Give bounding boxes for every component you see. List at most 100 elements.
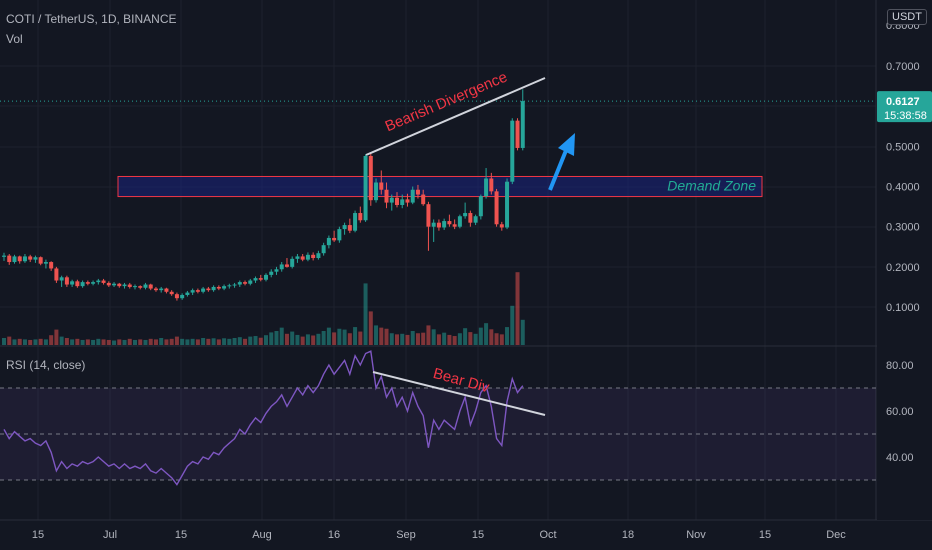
rsi-title[interactable]: RSI (14, close) bbox=[6, 358, 86, 372]
volume-bar bbox=[447, 334, 452, 345]
volume-bar bbox=[269, 332, 274, 345]
candle-body bbox=[43, 262, 48, 264]
candle-body bbox=[264, 274, 268, 280]
candle-body bbox=[421, 194, 426, 205]
volume-bar bbox=[505, 327, 510, 345]
price-scale[interactable]: 0.10000.20000.30000.40000.50000.70000.80… bbox=[877, 0, 932, 520]
price-candles[interactable] bbox=[2, 89, 525, 301]
candle-body bbox=[122, 284, 127, 287]
price-tick-label: 0.1000 bbox=[886, 302, 920, 314]
volume-bar bbox=[174, 336, 179, 345]
volume-bar bbox=[499, 334, 504, 345]
volume-bar bbox=[510, 305, 515, 345]
volume-bar bbox=[489, 329, 494, 345]
volume-bars bbox=[2, 272, 525, 345]
candle-body bbox=[478, 196, 483, 217]
rsi-scale[interactable]: 40.00 60.00 80.00 bbox=[886, 360, 914, 464]
volume-bar bbox=[38, 338, 43, 345]
volume-bar bbox=[80, 339, 85, 345]
volume-bar bbox=[368, 311, 373, 345]
volume-bar bbox=[148, 338, 153, 345]
volume-bar bbox=[395, 334, 399, 345]
time-tick-label: Sep bbox=[396, 529, 416, 541]
volume-bar bbox=[342, 329, 347, 345]
volume-bar bbox=[190, 338, 195, 345]
volume-bar bbox=[211, 338, 216, 345]
candle-body bbox=[101, 280, 106, 283]
volume-bar bbox=[415, 333, 420, 345]
volume-bar bbox=[28, 339, 33, 345]
candle-body bbox=[112, 283, 117, 286]
symbol-title[interactable]: COTI / TetherUS, 1D, BINANCE bbox=[6, 12, 177, 26]
candle-body bbox=[85, 282, 90, 284]
currency-badge[interactable]: USDT bbox=[887, 9, 927, 25]
time-tick-label: Oct bbox=[539, 529, 556, 541]
candle-body bbox=[442, 221, 447, 228]
volume-bar bbox=[473, 333, 478, 345]
candle-body bbox=[316, 253, 321, 259]
candle-body bbox=[12, 256, 17, 263]
volume-bar bbox=[311, 335, 316, 345]
candle-body bbox=[138, 286, 143, 288]
candle-body bbox=[75, 281, 80, 287]
candle-body bbox=[305, 254, 310, 260]
candle-body bbox=[174, 294, 179, 299]
volume-bar bbox=[153, 339, 158, 345]
candle-body bbox=[49, 262, 54, 269]
candle-body bbox=[232, 284, 237, 286]
candle-body bbox=[494, 191, 499, 225]
candle-body bbox=[70, 281, 75, 285]
price-tick-label: 0.7000 bbox=[886, 61, 920, 73]
volume-bar bbox=[43, 339, 48, 345]
volume-bar bbox=[70, 339, 75, 345]
volume-legend: Vol bbox=[6, 32, 23, 46]
candle-body bbox=[311, 254, 316, 259]
candle-body bbox=[80, 282, 85, 287]
rsi-indicator[interactable] bbox=[0, 350, 876, 486]
up-arrow-icon bbox=[558, 133, 575, 156]
candle-body bbox=[395, 197, 399, 205]
candle-body bbox=[7, 255, 12, 263]
volume-bar bbox=[421, 332, 426, 345]
volume-bar bbox=[169, 338, 174, 345]
volume-bar bbox=[484, 323, 489, 345]
rsi-line bbox=[3, 350, 524, 486]
demand-zone[interactable]: Demand Zone bbox=[117, 175, 763, 198]
price-tick-label: 0.3000 bbox=[886, 222, 920, 234]
price-scale-bg bbox=[877, 0, 932, 520]
candle-body bbox=[227, 285, 232, 287]
candle-body bbox=[505, 181, 510, 228]
candle-body bbox=[269, 271, 274, 275]
candle-body bbox=[284, 264, 289, 267]
candle-body bbox=[64, 277, 69, 285]
volume-bar bbox=[284, 333, 289, 345]
candle-body bbox=[164, 288, 169, 292]
volume-bar bbox=[274, 331, 279, 345]
candle-body bbox=[473, 216, 478, 223]
candle-body bbox=[38, 257, 43, 264]
volume-bar bbox=[442, 332, 447, 345]
volume-bar bbox=[358, 331, 363, 345]
volume-bar bbox=[185, 339, 190, 345]
up-arrow-shaft bbox=[548, 147, 569, 191]
candle-body bbox=[22, 256, 27, 262]
time-scale[interactable]: 15 Jul 15 Aug 16 Sep 15 Oct 18 Nov 15 Dec bbox=[32, 529, 846, 541]
candle-body bbox=[243, 282, 248, 284]
volume-bar bbox=[258, 337, 263, 345]
volume-bar bbox=[117, 339, 122, 345]
volume-bar bbox=[201, 338, 206, 345]
chart-grid bbox=[0, 0, 932, 521]
rsi-tick-label: 40.00 bbox=[886, 452, 914, 464]
volume-bar bbox=[75, 338, 80, 345]
candle-body bbox=[295, 256, 300, 259]
price-tick-label: 0.2000 bbox=[886, 262, 920, 274]
candle-body bbox=[342, 225, 347, 230]
candle-body bbox=[185, 292, 190, 295]
volume-bar bbox=[321, 331, 326, 345]
candle-body bbox=[426, 204, 431, 227]
volume-bar bbox=[33, 339, 38, 345]
time-tick-label: 18 bbox=[622, 529, 634, 541]
volume-bar bbox=[49, 335, 54, 345]
